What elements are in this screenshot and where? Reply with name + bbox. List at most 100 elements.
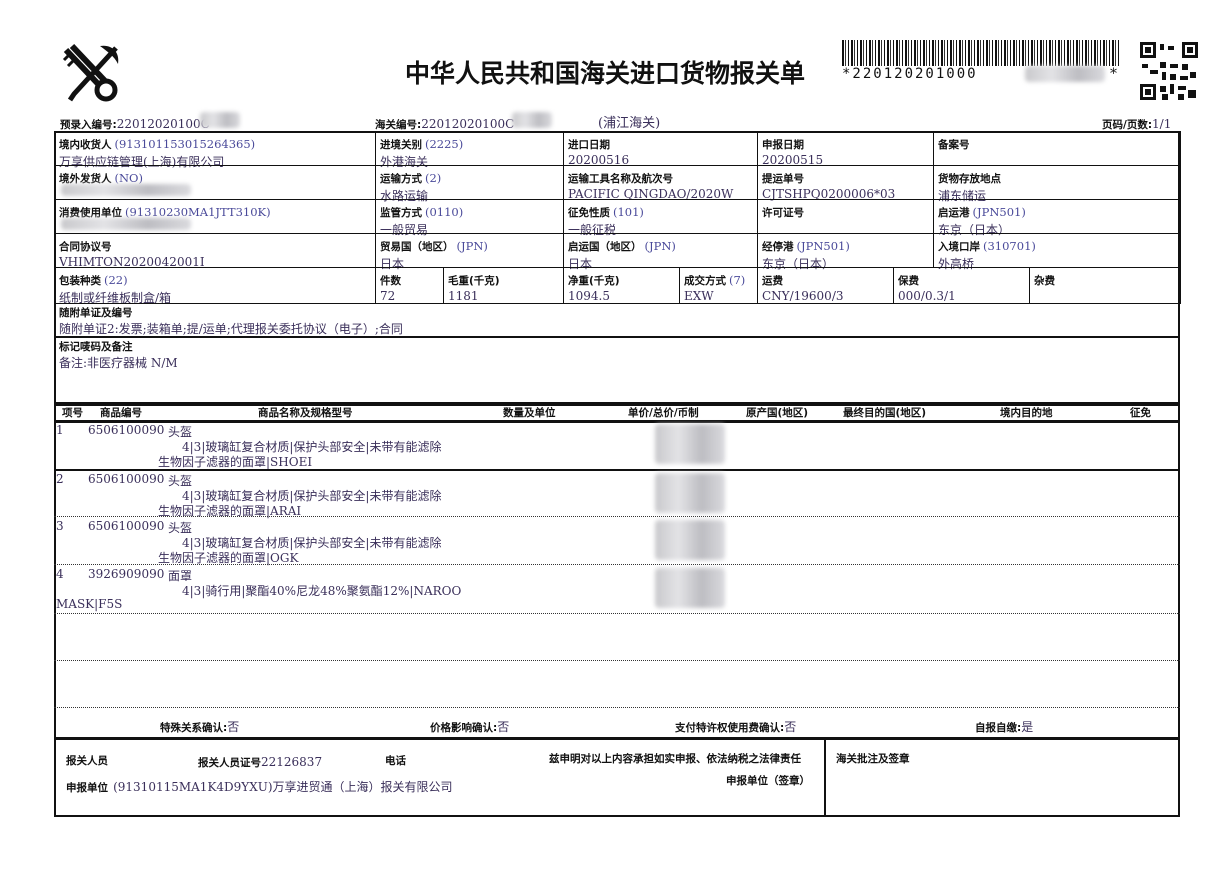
field-25: 运费 CNY/19600/3 (757, 267, 894, 304)
confirm-label: 特殊关系确认: (160, 722, 228, 734)
confirm-item-3: 自报自缴:是 (975, 716, 1033, 735)
field-code: (NO) (114, 171, 143, 185)
field-value: VHIMTON2020042001I (59, 255, 205, 269)
field-code: (JPN501) (796, 239, 850, 253)
confirm-value: 否 (227, 720, 240, 734)
field-label-row: 消费使用单位 (91310230MA1JTT310K) (59, 201, 371, 220)
field-9: 货物存放地点 浦东储运 (933, 165, 1181, 203)
field-label: 保费 (898, 275, 919, 287)
field-4: 备案号 (933, 131, 1181, 166)
field-label: 合同协议号 (59, 241, 112, 253)
field-11: 监管方式 (0110) 一般贸易 (375, 199, 564, 237)
confirm-label: 自报自缴: (975, 722, 1022, 734)
field-label-row: 提运单号 (762, 167, 929, 186)
field-value: 1181 (448, 289, 479, 303)
divider (824, 738, 826, 817)
field-code: (0110) (425, 205, 464, 219)
item-header-8: 征免 (1130, 407, 1151, 419)
field-code: (91310230MA1JTT310K) (125, 205, 271, 219)
item-spec: 4|3|玻璃缸复合材质|保护头部安全|未带有能滤除 (182, 489, 442, 503)
field-label: 境外发货人 (59, 173, 112, 185)
field-value: PACIFIC QINGDAO/2020W (568, 187, 734, 201)
field-label: 杂费 (1034, 275, 1055, 287)
document-title: 中华人民共和国海关进口货物报关单 (405, 59, 806, 88)
field-8: 提运单号 CJTSHPQ0200006*03 (757, 165, 934, 201)
divider (54, 564, 1180, 565)
field-label: 启运国（地区） (568, 241, 642, 253)
field-label-row: 启运港 (JPN501) (938, 201, 1176, 220)
redacted-customs-number (512, 112, 552, 128)
field-label-row: 合同协议号 (59, 235, 371, 254)
field-label-row: 备案号 (938, 133, 1176, 152)
redacted-price (655, 568, 725, 608)
item-name: 头盔 (168, 521, 193, 535)
field-label: 运输工具名称及航次号 (568, 173, 673, 185)
confirm-label: 支付特许权使用费确认: (675, 722, 785, 734)
field-label: 贸易国（地区） (380, 241, 454, 253)
field-label: 运费 (762, 275, 783, 287)
customs-number: 海关编号:22012020100C (375, 117, 515, 131)
field-label-row: 进境关别 (2225) (380, 133, 559, 152)
customs-approval-label: 海关批注及签章 (836, 753, 910, 765)
field-10: 消费使用单位 (91310230MA1JTT310K) (54, 199, 376, 234)
field-label-row: 运输工具名称及航次号 (568, 167, 753, 186)
customs-emblem-logo (62, 43, 119, 102)
field-label-row: 监管方式 (0110) (380, 201, 559, 220)
confirm-value: 否 (784, 720, 797, 734)
confirm-item-1: 价格影响确认:否 (430, 716, 509, 735)
divider (54, 403, 1180, 406)
field-27: 杂费 (1029, 267, 1181, 304)
item-number: 3 (56, 519, 64, 533)
item-header-5: 原产国(地区) (746, 407, 809, 419)
field-code: (101) (613, 205, 644, 219)
field-label-row: 净重(千克) (568, 269, 675, 288)
field-code: (2225) (425, 137, 464, 151)
field-code: (22) (104, 273, 128, 287)
divider (54, 516, 1180, 517)
field-value: 000/0.3/1 (898, 289, 956, 303)
field-15: 合同协议号 VHIMTON2020042001I (54, 233, 376, 269)
item-spec: 4|3|玻璃缸复合材质|保护头部安全|未带有能滤除 (182, 440, 442, 454)
field-label: 件数 (380, 275, 401, 287)
field-label: 征免性质 (568, 207, 610, 219)
item-name: 头盔 (168, 425, 193, 439)
field-label: 毛重(千克) (448, 275, 500, 287)
item-spec-2: 生物因子滤器的面罩|SHOEI (158, 455, 313, 469)
field-label-row: 境内收货人 (913101153015264365) (59, 133, 371, 152)
divider (54, 420, 1180, 423)
field-label-row: 保费 (898, 269, 1025, 288)
field-1: 进境关别 (2225) 外港海关 (375, 131, 564, 169)
field-label-row: 入境口岸 (310701) (938, 235, 1176, 254)
item-header-7: 境内目的地 (1000, 407, 1053, 419)
field-0: 境内收货人 (913101153015264365) 万享供应链管理(上海)有限公司 (54, 131, 376, 169)
item-spec: 4|3|玻璃缸复合材质|保护头部安全|未带有能滤除 (182, 536, 442, 550)
field-label: 境内收货人 (59, 139, 112, 151)
field-label-row: 境外发货人 (NO) (59, 167, 371, 186)
field-value: EXW (684, 289, 714, 303)
item-number: 4 (56, 567, 64, 581)
item-header-2: 商品名称及规格型号 (258, 407, 353, 419)
field-label-row: 征免性质 (101) (568, 201, 753, 220)
pre-entry-number: 预录入编号:22012020100C (60, 117, 210, 131)
field-13: 许可证号 (757, 199, 934, 234)
field-16: 贸易国（地区） (JPN) 日本 (375, 233, 564, 271)
field-value: 20200515 (762, 153, 824, 167)
field-code: (JPN501) (972, 205, 1026, 219)
field-label: 进境关别 (380, 139, 422, 151)
field-20: 包装种类 (22) 纸制或纤维板制盒/箱 (54, 267, 376, 305)
redacted-barcode-digits (1025, 66, 1105, 82)
redacted-value (61, 218, 191, 230)
field-12: 征免性质 (101) 一般征税 (563, 199, 758, 237)
field-label-row: 启运国（地区） (JPN) (568, 235, 753, 254)
divider (54, 660, 1180, 661)
customs-office: (浦江海关) (598, 116, 661, 131)
field-label: 运输方式 (380, 173, 422, 185)
redacted-pre-entry (200, 112, 240, 128)
field-label-row: 进口日期 (568, 133, 753, 152)
field-code: (913101153015264365) (114, 137, 256, 151)
divider (54, 613, 1180, 614)
item-spec: 4|3|骑行用|聚酯40%尼龙48%聚氨酯12%|NAROO (182, 584, 462, 598)
confirm-value: 是 (1021, 720, 1034, 734)
item-name: 面罩 (168, 569, 193, 583)
item-spec-2: 生物因子滤器的面罩|OGK (158, 551, 299, 565)
